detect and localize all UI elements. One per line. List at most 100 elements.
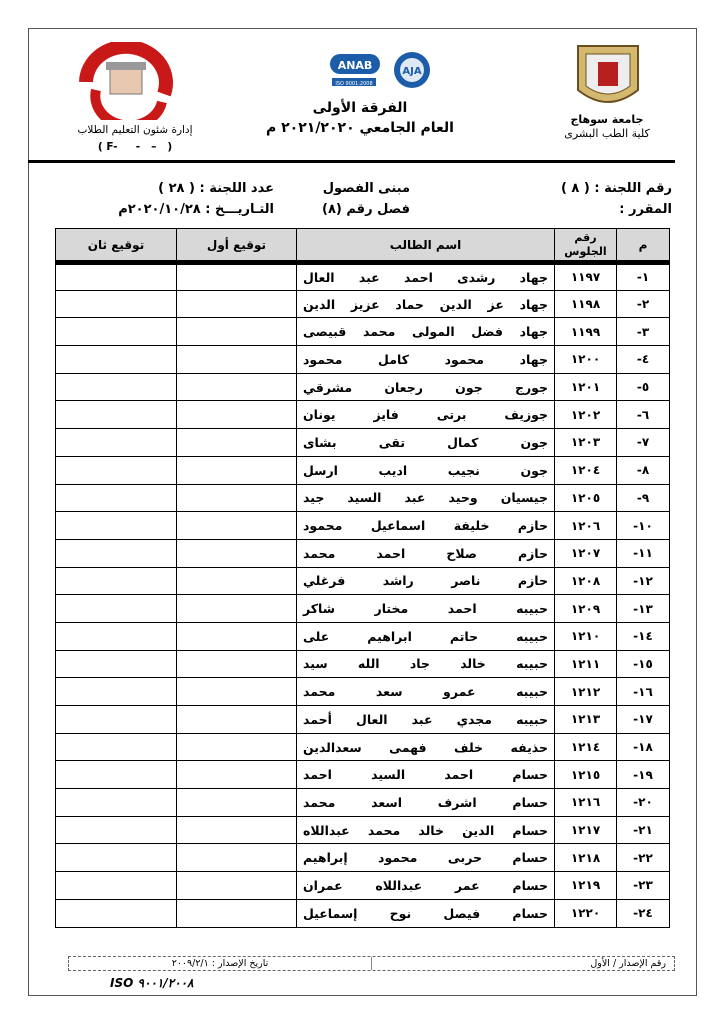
table-row: ١- ١١٩٧ جهاد رشدى احمد عبد العال [55,262,670,291]
signature-1-cell[interactable] [176,317,297,347]
signature-2-cell[interactable] [55,289,177,319]
svg-text:ISO 9001:2008: ISO 9001:2008 [335,81,372,87]
signature-1-cell[interactable] [176,621,297,651]
student-name: حازم صلاح احمد محمد [296,538,555,568]
university-name: جامعة سوهاج [570,113,644,126]
student-name: حذيفه خلف فهمى سعدالدين [296,732,555,762]
seat-number: ١٢٠٨ [554,566,617,596]
signature-2-cell[interactable] [55,317,177,347]
signature-1-cell[interactable] [176,649,297,679]
signature-1-cell[interactable] [176,538,297,568]
signature-2-cell[interactable] [55,677,177,706]
signature-1-cell[interactable] [176,372,297,402]
row-index: ٩- [616,483,670,513]
signature-2-cell[interactable] [55,566,177,596]
signature-1-cell[interactable] [176,400,297,430]
signature-2-cell[interactable] [55,262,177,291]
col-sign1-header: توقيع أول [176,228,297,265]
signature-2-cell[interactable] [55,898,177,928]
signature-1-cell[interactable] [176,760,297,790]
signature-1-cell[interactable] [176,455,297,485]
signature-2-cell[interactable] [55,511,177,540]
signature-1-cell[interactable] [176,677,297,706]
student-name: جوزيف برتى فايز يونان [296,400,555,430]
signature-2-cell[interactable] [55,594,177,623]
signature-1-cell[interactable] [176,262,297,291]
row-index: ١- [616,262,670,291]
row-index: ٢١- [616,815,670,845]
signature-1-cell[interactable] [176,788,297,817]
signature-1-cell[interactable] [176,705,297,734]
col-seat-header: رقم الجلوس [554,228,617,265]
table-row: ١٧- ١٢١٣ حبيبه مجدي عبد العال أحمد [55,705,670,734]
signature-1-cell[interactable] [176,483,297,513]
signature-1-cell[interactable] [176,843,297,873]
signature-1-cell[interactable] [176,815,297,845]
row-index: ١٠- [616,511,670,540]
seat-number: ١٢١٠ [554,621,617,651]
signature-2-cell[interactable] [55,732,177,762]
table-row: ٢٣- ١٢١٩ حسام عمر عبداللاه عمران [55,871,670,900]
row-index: ٢٤- [616,898,670,928]
seat-number: ١٢٠٣ [554,428,617,457]
signature-2-cell[interactable] [55,705,177,734]
course-label: المقرر : [619,202,672,217]
faculty-name: كلية الطب البشرى [564,127,650,140]
faculty-of-medicine-logo [79,42,173,120]
building-name: مبنى الفصول [322,181,410,196]
signature-1-cell[interactable] [176,566,297,596]
seat-number: ١٢٠٧ [554,538,617,568]
row-index: ٥- [616,372,670,402]
signature-2-cell[interactable] [55,621,177,651]
seat-number: ١١٩٩ [554,317,617,347]
seat-number: ١١٩٨ [554,289,617,319]
seat-number: ١٢١٧ [554,815,617,845]
signature-1-cell[interactable] [176,289,297,319]
row-index: ١٢- [616,566,670,596]
seat-number: ١٢١٨ [554,843,617,873]
signature-2-cell[interactable] [55,815,177,845]
signature-1-cell[interactable] [176,898,297,928]
signature-1-cell[interactable] [176,345,297,374]
svg-text:AJA: AJA [402,66,421,77]
header-divider [28,160,675,163]
signature-1-cell[interactable] [176,428,297,457]
row-index: ١٥- [616,649,670,679]
table-row: ٣- ١١٩٩ جهاد فضل المولى محمد قبيصى [55,317,670,347]
student-name: حسام حربى محمود إبراهيم [296,843,555,873]
row-index: ٦- [616,400,670,430]
seat-number: ١٢٢٠ [554,898,617,928]
row-index: ١٨- [616,732,670,762]
seat-number: ١٢٠١ [554,372,617,402]
signature-2-cell[interactable] [55,843,177,873]
signature-1-cell[interactable] [176,871,297,900]
row-index: ٢- [616,289,670,319]
signature-2-cell[interactable] [55,788,177,817]
signature-2-cell[interactable] [55,649,177,679]
seat-number: ١٢١٩ [554,871,617,900]
table-row: ١٨- ١٢١٤ حذيفه خلف فهمى سعدالدين [55,732,670,762]
signature-2-cell[interactable] [55,455,177,485]
signature-2-cell[interactable] [55,760,177,790]
table-row: ١٣- ١٢٠٩ حبيبه احمد مختار شاكر [55,594,670,623]
student-name: جهاد رشدى احمد عبد العال [296,262,555,291]
table-row: ١٥- ١٢١١ حبيبه خالد جاد الله سيد [55,649,670,679]
table-row: ٨- ١٢٠٤ جون نجيب اديب ارسل [55,455,670,485]
row-index: ٨- [616,455,670,485]
signature-2-cell[interactable] [55,428,177,457]
row-index: ٧- [616,428,670,457]
signature-2-cell[interactable] [55,538,177,568]
signature-1-cell[interactable] [176,594,297,623]
signature-2-cell[interactable] [55,372,177,402]
signature-2-cell[interactable] [55,345,177,374]
row-index: ١٦- [616,677,670,706]
signature-1-cell[interactable] [176,732,297,762]
row-index: ١٤- [616,621,670,651]
row-index: ٢٠- [616,788,670,817]
seat-number: ١٢٠٦ [554,511,617,540]
table-row: ٩- ١٢٠٥ جيسيان وحيد عبد السيد جيد [55,483,670,513]
signature-2-cell[interactable] [55,400,177,430]
signature-1-cell[interactable] [176,511,297,540]
signature-2-cell[interactable] [55,483,177,513]
signature-2-cell[interactable] [55,871,177,900]
